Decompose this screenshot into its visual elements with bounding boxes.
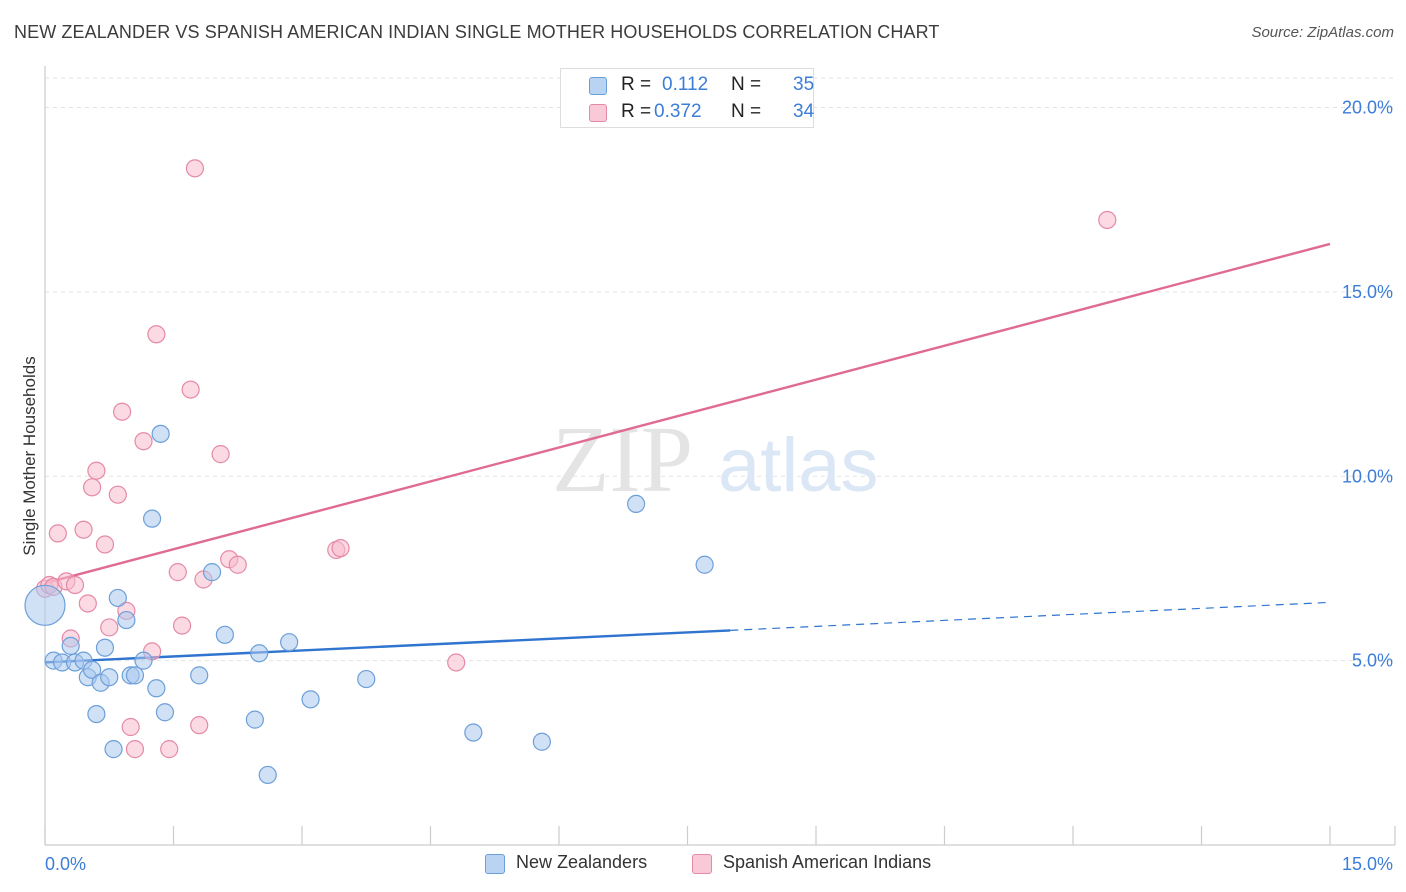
data-point-spanish-american-indians (125, 740, 145, 759)
chart-title: NEW ZEALANDER VS SPANISH AMERICAN INDIAN… (14, 22, 940, 42)
data-point-new-zealanders (215, 625, 234, 644)
n-value: 34 (793, 101, 815, 122)
data-point-new-zealanders (104, 740, 123, 759)
n-label: N = (731, 101, 762, 122)
data-point-spanish-american-indians (190, 716, 209, 735)
r-label: R = (621, 101, 652, 122)
data-point-new-zealanders (108, 588, 127, 608)
data-point-new-zealanders (125, 666, 145, 685)
data-point-spanish-american-indians (74, 520, 93, 539)
data-point-spanish-american-indians (48, 524, 67, 543)
data-point-spanish-american-indians (95, 535, 115, 554)
data-point-new-zealanders (464, 723, 483, 742)
data-point-new-zealanders (155, 703, 175, 722)
data-point-spanish-american-indians (447, 653, 466, 672)
tick-labels: 5.0% 10.0% 15.0% 20.0% 0.0% 15.0% (45, 98, 1393, 875)
data-point-spanish-american-indians (228, 555, 247, 574)
data-point-new-zealanders (134, 651, 153, 670)
data-point-new-zealanders (24, 584, 66, 626)
data-points (24, 159, 1117, 785)
y-tick-label: 15.0% (1342, 282, 1393, 302)
data-point-spanish-american-indians (172, 616, 192, 635)
data-point-spanish-american-indians (134, 432, 153, 451)
watermark: ZIP atlas (552, 408, 879, 512)
data-point-new-zealanders (280, 633, 299, 652)
y-tick-label: 5.0% (1352, 651, 1393, 671)
data-point-new-zealanders (100, 668, 119, 687)
trend-line-new-zealanders (44, 629, 731, 664)
data-point-spanish-american-indians (87, 461, 106, 480)
data-point-new-zealanders (83, 660, 102, 679)
data-point-new-zealanders (190, 666, 209, 685)
data-point-spanish-american-indians (121, 717, 140, 737)
trend-line-extension-new-zealanders (730, 601, 1331, 631)
data-point-new-zealanders (151, 424, 170, 443)
data-point-spanish-american-indians (181, 380, 200, 399)
data-point-new-zealanders (695, 555, 714, 574)
data-point-spanish-american-indians (78, 594, 97, 613)
data-point-spanish-american-indians (108, 485, 127, 504)
data-point-new-zealanders (87, 704, 106, 724)
data-point-new-zealanders (626, 494, 646, 514)
data-point-spanish-american-indians (100, 618, 119, 637)
y-tick-label: 10.0% (1342, 466, 1393, 486)
legend-label: Spanish American Indians (723, 852, 932, 872)
data-point-new-zealanders (357, 669, 376, 689)
data-point-new-zealanders (532, 732, 551, 751)
data-point-spanish-american-indians (185, 159, 205, 178)
watermark-atlas: atlas (718, 423, 879, 508)
x-tick-label: 0.0% (45, 854, 86, 874)
data-point-spanish-american-indians (65, 575, 85, 595)
watermark-zip: ZIP (552, 408, 693, 512)
pink-swatch-icon (692, 854, 712, 874)
trend-line-spanish-american-indians (44, 242, 1331, 585)
data-point-spanish-american-indians (160, 740, 179, 759)
data-point-new-zealanders (95, 638, 115, 657)
data-point-new-zealanders (61, 636, 80, 655)
blue-swatch-icon (485, 854, 505, 874)
data-point-new-zealanders (258, 765, 277, 785)
n-label: N = (731, 74, 762, 95)
trend-lines (44, 242, 1331, 664)
n-value: 35 (793, 74, 815, 95)
y-tick-label: 20.0% (1342, 98, 1393, 118)
data-point-spanish-american-indians (83, 478, 102, 497)
source-credit: Source: ZipAtlas.com (1251, 24, 1394, 41)
gridlines (45, 77, 1395, 662)
data-point-spanish-american-indians (168, 563, 187, 582)
pink-swatch-icon (589, 104, 607, 122)
data-point-new-zealanders (245, 710, 264, 729)
data-point-spanish-american-indians (331, 539, 350, 558)
data-point-new-zealanders (202, 563, 222, 582)
data-point-new-zealanders (147, 679, 166, 698)
stats-legend: R = 0.112 N = 35 R = 0.372 N = 34 (560, 68, 814, 128)
data-point-spanish-american-indians (211, 445, 230, 464)
data-point-new-zealanders (301, 690, 320, 709)
data-point-new-zealanders (250, 644, 269, 663)
data-point-spanish-american-indians (147, 325, 166, 344)
data-point-new-zealanders (142, 509, 162, 528)
axes (44, 66, 1396, 846)
data-point-spanish-american-indians (112, 402, 132, 421)
legend-label: New Zealanders (516, 852, 648, 872)
r-value: 0.112 (662, 74, 709, 95)
blue-swatch-icon (589, 77, 607, 95)
data-point-spanish-american-indians (1098, 210, 1117, 230)
x-tick-label: 15.0% (1342, 854, 1393, 874)
data-point-new-zealanders (117, 610, 136, 630)
r-label: R = (621, 74, 652, 95)
r-value: 0.372 (654, 101, 702, 122)
